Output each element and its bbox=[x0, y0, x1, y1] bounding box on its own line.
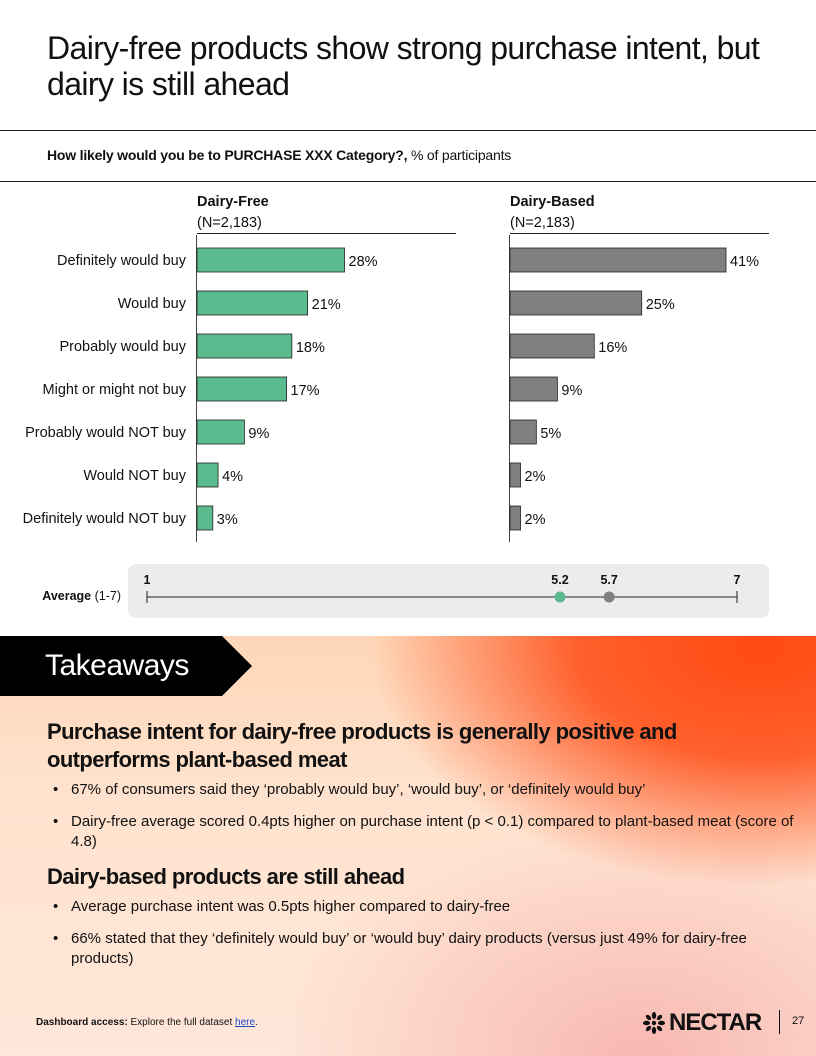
dairy-free-value-label: 21% bbox=[312, 297, 341, 313]
dataset-link[interactable]: here bbox=[235, 1017, 256, 1028]
dairy-based-value-label: 9% bbox=[561, 383, 582, 399]
average-label: Average (1-7) bbox=[42, 589, 121, 603]
dairy-free-n-label: (N=2,183) bbox=[197, 215, 262, 231]
dairy-based-value-label: 5% bbox=[540, 426, 561, 442]
dairy-free-bar bbox=[196, 247, 345, 273]
takeaway-heading-1: Purchase intent for dairy-free products … bbox=[47, 719, 677, 772]
average-panel bbox=[128, 564, 769, 618]
dairy-based-series-title: Dairy-Based bbox=[510, 194, 595, 210]
takeaway-bullet: Average purchase intent was 0.5pts highe… bbox=[47, 897, 797, 917]
nectar-wordmark: NECTAR bbox=[669, 1009, 762, 1036]
dairy-free-average-point bbox=[554, 591, 566, 603]
dairy-based-bar bbox=[509, 419, 537, 445]
dashboard-access: Dashboard access: Explore the full datas… bbox=[36, 1017, 258, 1028]
takeaway-heading-2: Dairy-based products are still ahead bbox=[47, 864, 405, 889]
average-scale: Average (1-7) 1 7 5.2 5.7 bbox=[42, 573, 741, 603]
question-divider bbox=[0, 181, 816, 182]
takeaway-bullet: Dairy-free average scored 0.4pts higher … bbox=[47, 812, 797, 852]
dairy-based-value-label: 16% bbox=[598, 340, 627, 356]
purchase-intent-bar-chart: Definitely would buy Would buy Probably wo… bbox=[23, 194, 769, 542]
dairy-free-value-label: 4% bbox=[222, 469, 243, 485]
dairy-free-bar bbox=[196, 333, 293, 359]
category-label: Definitely would NOT buy bbox=[23, 511, 187, 527]
dairy-based-value-label: 2% bbox=[525, 469, 546, 485]
takeaways-tab: Takeaways bbox=[0, 636, 252, 696]
dairy-based-bar bbox=[509, 376, 558, 402]
header-divider bbox=[0, 130, 816, 131]
page-title: Dairy-free products show strong purchase… bbox=[47, 30, 760, 102]
category-label: Definitely would buy bbox=[57, 253, 187, 269]
dairy-free-value-label: 18% bbox=[296, 340, 325, 356]
dairy-based-value-label: 41% bbox=[730, 254, 759, 270]
category-label: Would NOT buy bbox=[83, 468, 186, 484]
chart-question: How likely would you be to PURCHASE XXX … bbox=[47, 147, 511, 163]
dairy-based-bar bbox=[509, 505, 521, 531]
average-min-label: 1 bbox=[144, 573, 151, 587]
dashboard-access-text: Explore the full dataset bbox=[127, 1017, 236, 1028]
takeaway-bullet: 66% stated that they ‘definitely would b… bbox=[47, 929, 797, 969]
dairy-free-bar bbox=[196, 419, 245, 445]
nectar-flower-icon bbox=[642, 1011, 666, 1035]
question-rest: % of participants bbox=[407, 147, 512, 163]
footer-divider bbox=[779, 1010, 780, 1034]
dairy-free-series-title: Dairy-Free bbox=[197, 194, 269, 210]
takeaway-bullet: 67% of consumers said they ‘probably wou… bbox=[47, 780, 797, 800]
dairy-free-bar bbox=[196, 462, 219, 488]
dairy-free-bar bbox=[196, 376, 287, 402]
dairy-based-value-label: 25% bbox=[646, 297, 675, 313]
dairy-based-bar bbox=[509, 333, 595, 359]
dairy-based-average-label: 5.7 bbox=[600, 573, 617, 587]
dairy-based-average-point bbox=[603, 591, 615, 603]
dairy-free-bar bbox=[196, 290, 309, 316]
category-label: Might or might not buy bbox=[43, 382, 187, 398]
dairy-based-bar bbox=[509, 290, 643, 316]
dairy-based-n-label: (N=2,183) bbox=[510, 215, 575, 231]
category-label: Probably would NOT buy bbox=[25, 425, 187, 441]
dairy-free-value-label: 3% bbox=[217, 512, 238, 528]
dairy-free-value-label: 28% bbox=[349, 254, 378, 270]
dairy-based-bar bbox=[509, 247, 727, 273]
average-max-label: 7 bbox=[734, 573, 741, 587]
dairy-free-value-label: 9% bbox=[248, 426, 269, 442]
dairy-free-value-label: 17% bbox=[291, 383, 320, 399]
category-label: Would buy bbox=[118, 296, 187, 312]
takeaway-list-2: Average purchase intent was 0.5pts highe… bbox=[47, 897, 797, 981]
dashboard-access-end: . bbox=[255, 1017, 258, 1028]
dairy-based-value-label: 2% bbox=[525, 512, 546, 528]
page-number: 27 bbox=[792, 1015, 805, 1027]
question-bold: How likely would you be to PURCHASE XXX … bbox=[47, 147, 408, 163]
dairy-based-bar bbox=[509, 462, 521, 488]
dashboard-access-label: Dashboard access: bbox=[36, 1017, 128, 1028]
nectar-logo: NECTAR bbox=[642, 1009, 762, 1037]
dairy-free-average-label: 5.2 bbox=[551, 573, 568, 587]
category-label: Probably would buy bbox=[59, 339, 186, 355]
dairy-free-bar bbox=[196, 505, 214, 531]
takeaways-section: Takeaways Purchase intent for dairy-free… bbox=[0, 636, 816, 1056]
takeaway-list-1: 67% of consumers said they ‘probably wou… bbox=[47, 780, 797, 864]
